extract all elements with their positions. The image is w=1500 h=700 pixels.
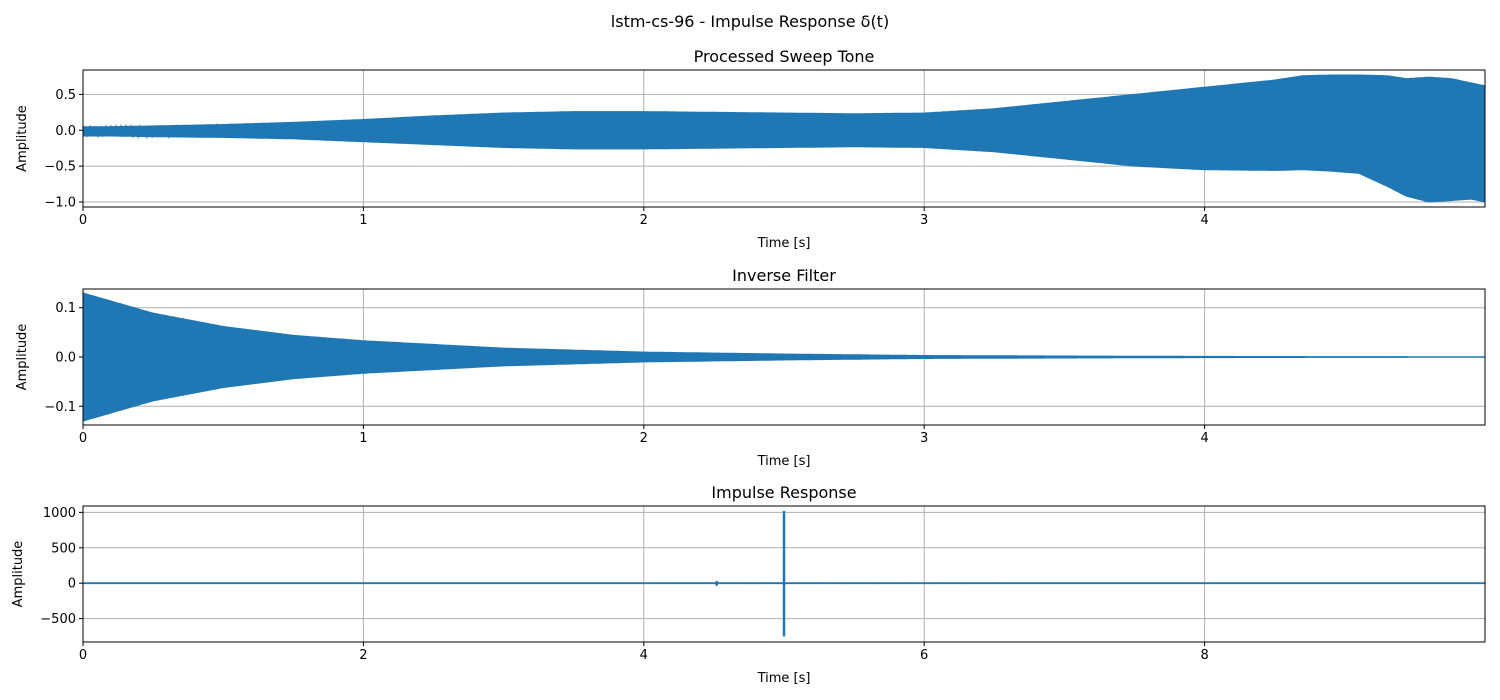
subplot-title: Inverse Filter bbox=[732, 266, 836, 285]
ytick-label: 500 bbox=[51, 541, 76, 556]
ytick-label: −1.0 bbox=[44, 195, 76, 210]
subplot-title: Impulse Response bbox=[711, 483, 856, 502]
y-axis-label: Amplitude bbox=[11, 541, 26, 608]
xtick-label: 6 bbox=[920, 648, 928, 663]
series-data bbox=[83, 510, 1485, 637]
baseline-noise bbox=[671, 582, 1009, 585]
ytick-label: −0.5 bbox=[44, 160, 76, 175]
xtick-label: 2 bbox=[359, 648, 367, 663]
xtick-label: 4 bbox=[1200, 213, 1208, 228]
ytick-label: 1000 bbox=[43, 506, 76, 521]
xtick-label: 0 bbox=[79, 648, 87, 663]
series-envelope bbox=[83, 74, 1485, 203]
xtick-label: 2 bbox=[640, 431, 648, 446]
xtick-label: 1 bbox=[359, 431, 367, 446]
xtick-label: 8 bbox=[1200, 648, 1208, 663]
axes-frame bbox=[82, 69, 1486, 208]
series-data bbox=[83, 292, 1485, 422]
xtick-label: 0 bbox=[79, 431, 87, 446]
xtick-label: 3 bbox=[920, 431, 928, 446]
subplot-processed-sweep-tone: Processed Sweep Tone 0 1 2 3 4 −1.0 −0.5 0.0 0.5 T… bbox=[15, 47, 1486, 251]
ytick-label: 0 bbox=[68, 577, 76, 592]
subplot-inverse-filter: Inverse Filter 0 1 2 3 4 −0.1 0.0 0.1 Time [s] Amp… bbox=[15, 266, 1486, 469]
x-axis-label: Time [s] bbox=[757, 454, 811, 469]
series-envelope bbox=[83, 292, 1485, 422]
ytick-label: 0.0 bbox=[55, 124, 76, 139]
ytick-label: 0.1 bbox=[55, 301, 76, 316]
xtick-label: 2 bbox=[640, 213, 648, 228]
figure-title: lstm-cs-96 - Impulse Response δ(t) bbox=[611, 12, 889, 31]
x-axis-label: Time [s] bbox=[757, 671, 811, 686]
ytick-label: −500 bbox=[40, 612, 76, 627]
xtick-label: 3 bbox=[920, 213, 928, 228]
ytick-label: 0.5 bbox=[55, 88, 76, 103]
ytick-label: 0.0 bbox=[55, 351, 76, 366]
series-data bbox=[83, 74, 1485, 203]
axes-frame bbox=[82, 505, 1486, 643]
xtick-label: 1 bbox=[359, 213, 367, 228]
xtick-label: 4 bbox=[640, 648, 648, 663]
chirp-cycles bbox=[83, 120, 364, 142]
xtick-label: 0 bbox=[79, 213, 87, 228]
xtick-label: 4 bbox=[1200, 431, 1208, 446]
subplot-impulse-response: Impulse Response 0 2 4 6 8 −500 0 500 1000 Time [s… bbox=[11, 483, 1486, 686]
y-axis-label: Amplitude bbox=[15, 324, 30, 391]
y-axis-label: Amplitude bbox=[15, 105, 30, 172]
ytick-label: −0.1 bbox=[44, 400, 76, 415]
subplot-title: Processed Sweep Tone bbox=[694, 47, 875, 66]
x-axis-label: Time [s] bbox=[757, 236, 811, 251]
